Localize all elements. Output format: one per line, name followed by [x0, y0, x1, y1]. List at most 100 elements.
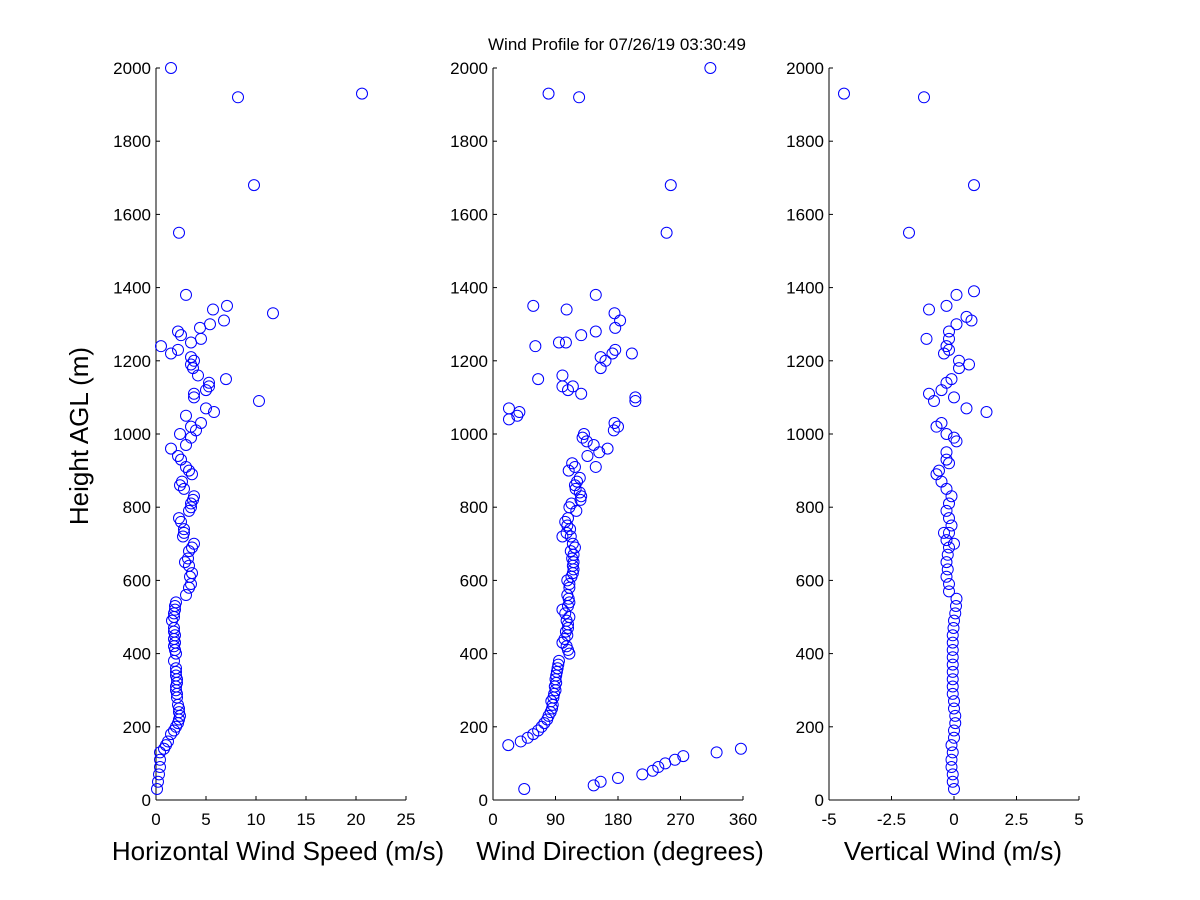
data-point — [612, 420, 624, 433]
data-point — [943, 325, 955, 338]
data-point — [174, 428, 186, 440]
y-tick-label: 1400 — [450, 279, 488, 298]
data-point — [564, 530, 577, 543]
data-point — [928, 395, 940, 408]
data-point — [559, 607, 572, 620]
data-point — [960, 310, 973, 323]
data-point — [946, 643, 959, 656]
data-point — [168, 654, 180, 667]
data-point — [208, 406, 220, 419]
data-point — [940, 504, 953, 517]
data-point — [629, 391, 642, 404]
data-point — [170, 662, 182, 675]
data-point — [933, 464, 945, 477]
data-point — [612, 772, 624, 785]
data-point — [154, 753, 166, 766]
data-point — [946, 680, 959, 693]
data-point — [220, 373, 232, 386]
data-point — [188, 387, 200, 400]
data-point — [180, 288, 192, 301]
data-point — [589, 288, 602, 301]
data-point — [608, 417, 621, 430]
data-point — [185, 358, 197, 371]
y-tick-label: 200 — [123, 718, 151, 737]
data-point — [165, 728, 177, 741]
y-axis-title: Height AGL (m) — [64, 347, 94, 525]
data-point — [154, 746, 166, 759]
data-point — [948, 783, 960, 796]
data-point — [153, 768, 165, 781]
y-tick-label: 1800 — [450, 132, 488, 151]
data-point — [946, 665, 959, 678]
data-point — [170, 596, 182, 609]
y-tick-label: 1600 — [113, 205, 151, 224]
data-point — [948, 391, 960, 404]
y-tick-label: 800 — [123, 498, 151, 517]
data-point — [940, 299, 953, 312]
y-tick-label: 400 — [796, 645, 824, 664]
data-point — [625, 347, 638, 360]
data-point — [566, 457, 579, 470]
data-point — [560, 303, 573, 316]
data-point — [945, 739, 958, 752]
data-point — [204, 318, 216, 331]
x-tick-label: 180 — [604, 810, 632, 829]
data-point — [946, 658, 959, 671]
data-point — [968, 179, 980, 192]
data-point — [941, 548, 954, 561]
y-tick-label: 200 — [460, 718, 488, 737]
y-tick-label: 800 — [796, 498, 824, 517]
data-point — [587, 779, 600, 792]
data-point — [188, 354, 200, 367]
data-point — [945, 753, 958, 766]
data-point — [734, 742, 747, 755]
data-point — [950, 592, 963, 605]
data-point — [154, 761, 166, 774]
x-tick-label: -5 — [821, 810, 836, 829]
data-point — [903, 226, 915, 239]
data-point — [918, 91, 930, 104]
data-point — [568, 460, 581, 473]
data-point — [253, 395, 265, 408]
panel-horizontal-wind-speed: 0 200 400 600 800 1000 1200 1400 1600 1800 2000 0 5 1… — [112, 59, 444, 866]
data-point — [183, 559, 195, 572]
data-point — [185, 351, 197, 364]
data-point — [636, 768, 649, 781]
data-point — [946, 768, 959, 781]
data-point — [221, 299, 233, 312]
data-point — [180, 460, 192, 473]
data-point — [949, 709, 962, 722]
data-point — [945, 373, 958, 386]
y-tick-label: 1000 — [786, 425, 824, 444]
data-point — [940, 453, 953, 466]
data-point — [607, 424, 620, 437]
data-point — [183, 464, 195, 477]
data-point — [185, 336, 197, 349]
data-point — [940, 340, 953, 353]
y-tick-label: 1600 — [450, 205, 488, 224]
data-point — [561, 589, 574, 602]
data-point — [950, 435, 963, 448]
y-tick-label: 1600 — [786, 205, 824, 224]
data-point — [606, 347, 619, 360]
data-point — [948, 731, 960, 744]
data-point — [609, 343, 622, 356]
y-tick-label: 1200 — [450, 352, 488, 371]
data-point — [155, 340, 167, 353]
data-point — [527, 299, 540, 312]
data-point — [172, 343, 184, 356]
data-point — [195, 332, 207, 345]
data-point — [943, 497, 955, 510]
data-point — [560, 614, 573, 627]
data-point — [179, 556, 191, 569]
data-point — [564, 545, 577, 558]
data-point — [960, 402, 973, 415]
data-point — [608, 307, 621, 320]
data-point — [935, 384, 948, 397]
x-tick-label: 15 — [297, 810, 316, 829]
data-point — [552, 654, 565, 667]
data-point — [949, 717, 962, 730]
data-point — [556, 369, 569, 382]
data-point — [945, 761, 958, 774]
data-point — [940, 428, 953, 440]
